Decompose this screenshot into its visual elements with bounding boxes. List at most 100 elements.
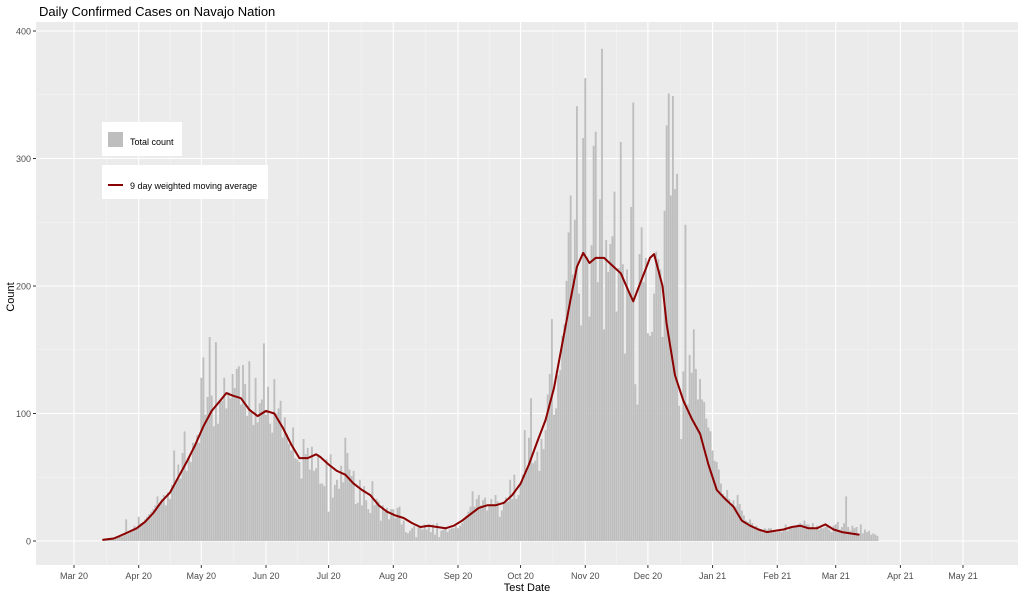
bar: [686, 404, 689, 541]
bar: [832, 525, 835, 541]
bar: [181, 453, 184, 541]
bar: [206, 396, 209, 541]
y-axis: 0 100 200 300 400: [16, 27, 36, 547]
bar: [613, 191, 616, 541]
bar: [807, 524, 810, 541]
bar: [788, 528, 791, 541]
bar: [442, 529, 445, 541]
bar: [684, 224, 687, 542]
bar: [162, 495, 165, 541]
bar: [874, 534, 877, 542]
bar: [653, 293, 656, 541]
bar: [413, 525, 416, 541]
bar: [651, 331, 653, 541]
bar: [513, 474, 516, 541]
x-tick-label: Nov 20: [571, 571, 600, 581]
bar: [505, 497, 507, 541]
bar: [573, 219, 576, 541]
bar: [450, 528, 453, 541]
y-axis-title: Count: [5, 282, 17, 312]
bar: [757, 529, 760, 541]
bar: [240, 404, 242, 541]
bar: [288, 444, 290, 541]
bar: [217, 423, 219, 541]
bar: [699, 379, 701, 541]
bar: [674, 189, 676, 541]
bar: [767, 528, 770, 541]
x-tick-label: May 20: [187, 571, 217, 581]
bar: [279, 400, 282, 541]
bar: [187, 456, 190, 541]
bar: [486, 510, 489, 541]
bar: [123, 534, 126, 542]
bar: [204, 414, 207, 541]
bar: [561, 335, 564, 541]
bar: [423, 524, 426, 541]
bar: [809, 526, 812, 541]
x-axis: Mar 20 Apr 20 May 20 Jun 20 Jul 20 Aug 20 Sep …: [60, 565, 978, 581]
bar: [377, 501, 380, 541]
bar: [371, 481, 374, 541]
bar: [229, 398, 232, 541]
bar: [262, 343, 265, 542]
bar: [179, 478, 182, 541]
bar: [728, 498, 731, 541]
bar: [640, 227, 643, 541]
bar: [404, 532, 407, 541]
bar: [692, 329, 695, 541]
bar: [740, 510, 743, 541]
bar: [709, 431, 712, 541]
bar: [517, 495, 520, 541]
bar: [841, 526, 843, 541]
bar: [682, 371, 685, 541]
bar: [392, 509, 395, 542]
bar: [671, 96, 674, 542]
bar: [135, 528, 138, 541]
bar: [623, 353, 626, 541]
bar: [358, 479, 361, 541]
bar: [116, 537, 119, 541]
bar: [734, 506, 737, 541]
bar: [465, 515, 468, 541]
bar: [329, 454, 332, 541]
bar: [125, 519, 128, 541]
bar: [363, 486, 366, 541]
bar: [177, 464, 180, 541]
bar: [398, 506, 401, 541]
bar: [144, 519, 146, 541]
bar: [300, 478, 303, 541]
bar: [586, 256, 589, 541]
bar: [459, 525, 462, 541]
legend-moving-average: 9 day weighted moving average: [102, 165, 268, 199]
bar: [285, 433, 288, 541]
x-tick-label: Mar 21: [822, 571, 850, 581]
bar: [248, 361, 251, 541]
bar: [582, 138, 585, 541]
bar: [446, 532, 449, 541]
bar: [521, 474, 524, 541]
bar: [659, 269, 662, 541]
bar: [237, 366, 240, 541]
bar: [609, 243, 612, 541]
bar: [665, 125, 668, 541]
bar: [166, 492, 169, 541]
bar: [227, 391, 230, 541]
bar: [569, 195, 572, 542]
bar: [388, 519, 391, 541]
bar: [732, 500, 735, 541]
bar: [492, 505, 495, 541]
bar: [519, 483, 522, 542]
bar: [642, 282, 645, 541]
bar: [319, 483, 322, 542]
moving-average-line: [102, 251, 860, 541]
bar: [256, 422, 259, 541]
bar: [210, 395, 213, 541]
x-tick-label: Feb 21: [763, 571, 791, 581]
bar: [530, 398, 532, 541]
bar: [202, 357, 205, 541]
bar: [813, 529, 816, 541]
y-tick-label: 200: [16, 282, 31, 292]
bar: [338, 488, 340, 541]
bar: [396, 507, 399, 541]
bar: [628, 292, 631, 542]
